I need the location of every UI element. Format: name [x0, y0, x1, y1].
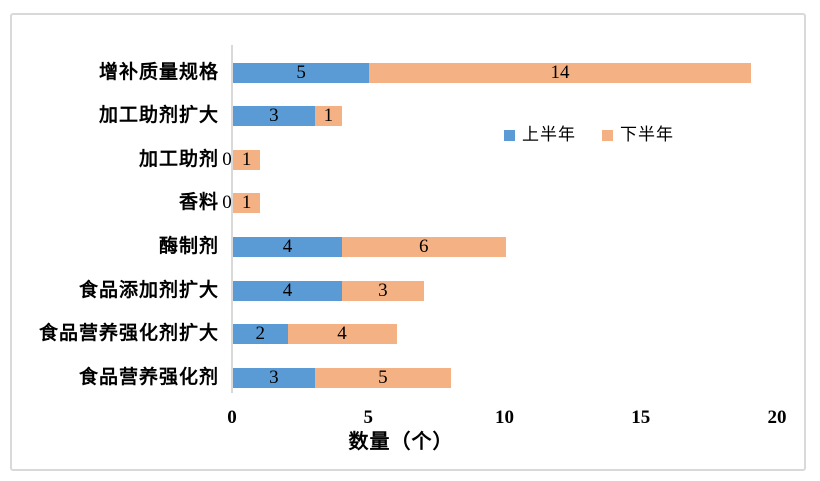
bar-segment-first-half[interactable] [233, 106, 315, 127]
legend: 上半年 下半年 [504, 125, 674, 145]
bar-value-label: 4 [282, 279, 293, 301]
x-axis-title: 数量（个） [348, 431, 454, 453]
legend-label: 下半年 [620, 125, 674, 144]
category-label: 加工助剂扩大 [98, 105, 219, 127]
category-label: 食品添加剂扩大 [78, 279, 219, 301]
bar-value-label: 3 [269, 366, 279, 388]
bar-value-label: 0 [222, 148, 232, 170]
category-label: 加工助剂 [138, 148, 219, 170]
bar-segment-first-half[interactable] [233, 62, 370, 83]
legend-swatch-first-half [504, 129, 515, 141]
x-axis-tick-label: 15 [631, 407, 651, 428]
bar-value-label: 1 [241, 148, 252, 170]
bar-segment-second-half[interactable] [233, 193, 261, 214]
bar-value-label: 4 [337, 323, 347, 345]
bar-value-label: 4 [282, 235, 293, 257]
bar-segment-first-half[interactable] [233, 280, 342, 301]
bar-value-label: 6 [419, 235, 429, 257]
bar-segment-first-half[interactable] [233, 236, 342, 257]
bar-value-label: 0 [222, 192, 232, 214]
bar-segment-first-half[interactable] [233, 367, 315, 388]
category-label: 酶制剂 [158, 235, 219, 257]
legend-label: 上半年 [522, 125, 576, 144]
bar-value-label: 5 [378, 366, 388, 388]
legend-item-second-half[interactable]: 下半年 [602, 125, 674, 145]
x-axis-tick-label: 20 [767, 407, 787, 428]
x-axis-tick-label: 0 [227, 407, 237, 428]
bar-value-label: 5 [296, 61, 306, 83]
bar-segment-second-half[interactable] [314, 367, 451, 388]
bar-value-label: 1 [323, 105, 334, 127]
bar-value-label: 2 [255, 323, 266, 345]
x-axis-tick-label: 5 [363, 407, 374, 428]
category-axis-line [231, 45, 233, 393]
category-label: 香料 [178, 192, 219, 214]
bar-value-label: 14 [550, 61, 570, 83]
bar-segment-second-half[interactable] [342, 236, 506, 257]
x-axis-tick-label: 10 [495, 407, 514, 428]
bar-segment-second-half[interactable] [369, 62, 751, 83]
bar-segment-second-half[interactable] [342, 280, 424, 301]
bar-segment-second-half[interactable] [233, 149, 261, 170]
bar-segment-first-half[interactable] [233, 324, 288, 345]
category-label: 增补质量规格 [98, 61, 219, 83]
category-label: 食品营养强化剂扩大 [38, 323, 219, 345]
bar-segment-second-half[interactable] [287, 324, 397, 345]
bar-value-label: 1 [241, 192, 252, 214]
bar-value-label: 3 [269, 105, 279, 127]
bar-value-label: 3 [378, 279, 388, 301]
legend-item-first-half[interactable]: 上半年 [504, 125, 576, 145]
bar-segment-second-half[interactable] [314, 106, 342, 127]
legend-swatch-second-half [602, 129, 613, 141]
category-label: 食品营养强化剂 [78, 366, 219, 388]
